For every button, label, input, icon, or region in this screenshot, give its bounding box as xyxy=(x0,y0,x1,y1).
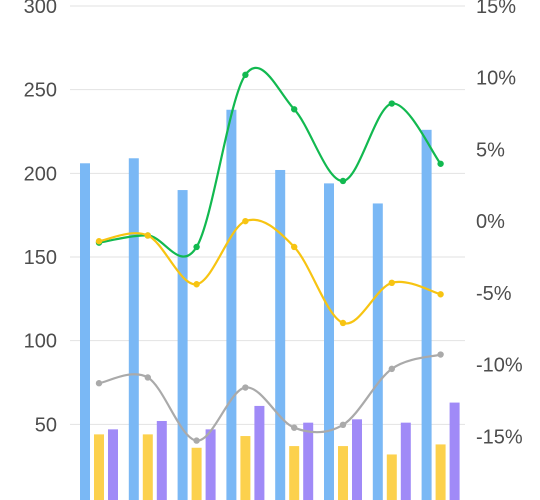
bar xyxy=(240,436,251,500)
line-point xyxy=(144,232,151,239)
line-point xyxy=(193,281,200,288)
bar xyxy=(94,434,104,500)
line-point xyxy=(339,177,347,185)
line-point xyxy=(339,319,347,327)
y-tick-label-left: 50 xyxy=(35,414,57,436)
line-point xyxy=(388,100,395,107)
line-point xyxy=(388,365,395,373)
bar xyxy=(400,422,411,500)
series-line xyxy=(98,218,441,325)
y-tick-label-left: 250 xyxy=(24,80,57,102)
bar xyxy=(449,402,460,500)
y-tick-label-right: 0% xyxy=(476,211,505,233)
bar xyxy=(324,183,334,500)
bar xyxy=(289,446,300,500)
line-point xyxy=(95,380,103,387)
line-point xyxy=(193,243,200,251)
y-tick-label-right: -15% xyxy=(476,426,523,448)
bar xyxy=(108,429,118,500)
bar xyxy=(372,203,383,500)
line-point xyxy=(95,238,103,245)
bars xyxy=(80,109,460,500)
y-tick-label-right: 5% xyxy=(476,139,505,161)
line-point xyxy=(437,160,444,167)
bar xyxy=(386,454,397,500)
bar xyxy=(435,444,446,500)
y-tick-label-left: 300 xyxy=(24,0,57,18)
bar xyxy=(421,129,432,500)
y-axis-left-ticks: 0 50 100 150 200 250 300 xyxy=(24,0,57,500)
series-line xyxy=(98,353,441,442)
bar xyxy=(352,419,362,500)
y-axis-right-ticks: -20% -15% -10% -5% 0% 5% 10% 15% xyxy=(476,0,523,500)
y-tick-label-right: 15% xyxy=(476,0,516,18)
line-point xyxy=(193,437,200,444)
bar xyxy=(338,446,348,500)
line-point xyxy=(388,279,395,287)
y-tick-label-left: 150 xyxy=(24,247,57,269)
bar xyxy=(156,420,167,500)
y-tick-label-right: -10% xyxy=(476,355,523,377)
bar xyxy=(254,405,265,500)
bar xyxy=(177,190,188,500)
y-tick-label-right: 10% xyxy=(476,68,516,90)
line-point xyxy=(437,351,444,358)
bar xyxy=(142,434,153,500)
line-point xyxy=(437,291,444,298)
line-point xyxy=(339,421,347,429)
y-tick-label-right: -20% xyxy=(476,498,523,500)
y-tick-label-left: 100 xyxy=(24,331,57,353)
y-tick-label-left: 200 xyxy=(24,163,57,185)
lines xyxy=(95,66,444,444)
line-point xyxy=(242,71,249,79)
bar xyxy=(128,158,139,500)
line-point xyxy=(242,217,249,225)
y-tick-label-right: -5% xyxy=(476,283,512,305)
y-tick-label-left: 0 xyxy=(46,498,57,500)
bar xyxy=(205,429,216,500)
bar xyxy=(226,109,237,500)
series-line xyxy=(98,66,442,258)
line-point xyxy=(291,424,298,431)
line-point xyxy=(291,243,298,251)
bar xyxy=(80,163,90,500)
line-point xyxy=(291,106,298,113)
line-point xyxy=(242,384,249,391)
bar xyxy=(303,422,314,500)
bar xyxy=(191,447,202,500)
bar xyxy=(275,169,286,500)
line-point xyxy=(144,374,151,381)
